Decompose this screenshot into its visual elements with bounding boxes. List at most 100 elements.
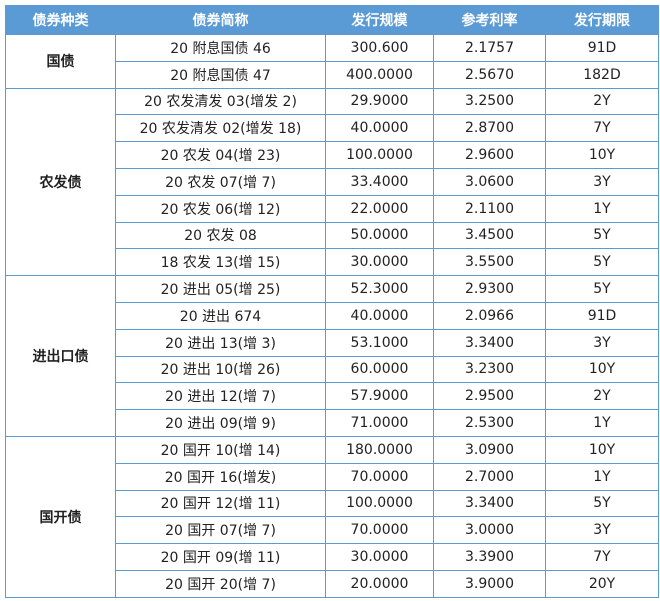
bond-name-cell: 20 农发 04(增 23) (115, 141, 326, 169)
bond-name-cell: 20 国开 07(增 7) (115, 516, 326, 545)
reference-rate-cell: 2.5300 (433, 409, 546, 437)
issue-size-cell: 70.0000 (325, 516, 434, 545)
term-cell: 2Y (545, 87, 659, 116)
reference-rate-cell: 2.0966 (433, 301, 546, 330)
issue-size-cell: 53.1000 (325, 328, 434, 357)
term-cell: 7Y (545, 114, 659, 143)
bond-name-cell: 20 国开 20(增 7) (115, 569, 326, 598)
reference-rate-cell: 3.4500 (433, 221, 546, 250)
term-cell: 10Y (545, 141, 659, 169)
issue-size-cell: 30.0000 (325, 248, 434, 277)
bond-name-cell: 20 农发 06(增 12) (115, 194, 326, 223)
header-bond-name: 债券简称 (115, 5, 326, 35)
issue-size-cell: 100.0000 (325, 141, 434, 169)
table-row: 国开债 20 国开 10(增 14) 180.0000 3.0900 10Y (5, 435, 659, 598)
table-row: 20 农发 08 50.0000 3.4500 5Y (6, 221, 659, 250)
issue-size-cell: 52.3000 (325, 275, 434, 303)
reference-rate-cell: 3.9000 (433, 569, 546, 598)
term-cell: 91D (545, 34, 659, 62)
reference-rate-cell: 3.2500 (433, 87, 546, 116)
issue-size-cell: 400.0000 (325, 60, 434, 89)
table-row: 20 进出 674 40.0000 2.0966 91D (6, 301, 659, 330)
bond-name-cell: 20 国开 16(增发) (115, 462, 326, 491)
bond-name-cell: 20 进出 05(增 25) (115, 275, 326, 303)
table-body: 国债 20 附息国债 46 300.600 2.1757 91D 20 附息国债 47 40… (5, 34, 659, 598)
bond-name-cell: 20 进出 10(增 26) (115, 355, 326, 384)
issue-size-cell: 57.9000 (325, 382, 434, 411)
term-cell: 7Y (545, 543, 659, 571)
table-row: 20 农发 07(增 7) 33.4000 3.0600 3Y (6, 167, 659, 196)
issue-size-cell: 71.0000 (325, 409, 434, 437)
term-cell: 1Y (545, 194, 659, 223)
issue-size-cell: 40.0000 (325, 301, 434, 330)
bond-name-cell: 20 进出 13(增 3) (115, 328, 326, 357)
bond-name-cell: 20 国开 12(增 11) (115, 489, 326, 518)
issue-size-cell: 300.600 (325, 34, 434, 62)
bond-name-cell: 20 进出 12(增 7) (115, 382, 326, 411)
reference-rate-cell: 3.5500 (433, 248, 546, 277)
term-cell: 1Y (545, 409, 659, 437)
reference-rate-cell: 3.0000 (433, 516, 546, 545)
table-row: 20 进出 09(增 9) 71.0000 2.5300 1Y (6, 409, 659, 437)
table-row: 20 农发 04(增 23) 100.0000 2.9600 10Y (6, 141, 659, 169)
term-cell: 2Y (545, 382, 659, 411)
term-cell: 5Y (545, 275, 659, 303)
header-reference-rate: 参考利率 (433, 5, 546, 35)
bond-name-cell: 20 进出 09(增 9) (115, 409, 326, 437)
reference-rate-cell: 3.3400 (433, 489, 546, 518)
issue-size-cell: 60.0000 (325, 355, 434, 384)
table-row: 国债 20 附息国债 46 300.600 2.1757 91D (5, 34, 659, 89)
term-cell: 3Y (545, 167, 659, 196)
reference-rate-cell: 2.1100 (433, 194, 546, 223)
bond-name-cell: 20 国开 09(增 11) (115, 543, 326, 571)
term-cell: 91D (545, 301, 659, 330)
table-row: 20 农发清发 02(增发 18) 40.0000 2.8700 7Y (6, 114, 659, 143)
issue-size-cell: 180.0000 (325, 435, 434, 464)
bond-name-cell: 20 附息国债 47 (115, 60, 326, 89)
issue-size-cell: 33.4000 (325, 167, 434, 196)
term-cell: 10Y (545, 435, 659, 464)
reference-rate-cell: 3.3400 (433, 328, 546, 357)
reference-rate-cell: 2.9300 (433, 275, 546, 303)
table-row: 20 国开 07(增 7) 70.0000 3.0000 3Y (6, 516, 659, 545)
issue-size-cell: 100.0000 (325, 489, 434, 518)
bond-name-cell: 20 农发清发 02(增发 18) (115, 114, 326, 143)
table-row: 20 国开 20(增 7) 20.0000 3.9000 20Y (6, 569, 659, 598)
table-row: 20 附息国债 47 400.0000 2.5670 182D (6, 60, 659, 89)
term-cell: 1Y (545, 462, 659, 491)
term-cell: 5Y (545, 221, 659, 250)
issue-size-cell: 50.0000 (325, 221, 434, 250)
bond-name-cell: 20 国开 10(增 14) (115, 435, 326, 464)
term-cell: 5Y (545, 248, 659, 277)
reference-rate-cell: 2.9500 (433, 382, 546, 411)
header-bond-type: 债券种类 (5, 5, 116, 35)
bond-category-cell: 农发债 (5, 87, 116, 277)
bond-name-cell: 20 附息国债 46 (115, 34, 326, 62)
term-cell: 10Y (545, 355, 659, 384)
table-row: 20 进出 12(增 7) 57.9000 2.9500 2Y (6, 382, 659, 411)
issue-size-cell: 40.0000 (325, 114, 434, 143)
reference-rate-cell: 2.5670 (433, 60, 546, 89)
term-cell: 3Y (545, 516, 659, 545)
table-row: 农发债 20 农发清发 03(增发 2) 29.9000 3.2500 2Y (5, 87, 659, 277)
issue-size-cell: 70.0000 (325, 462, 434, 491)
issue-size-cell: 22.0000 (325, 194, 434, 223)
bond-issuance-table: 债券种类 债券简称 发行规模 参考利率 发行期限 国债 20 附息国债 46 300… (5, 5, 659, 598)
reference-rate-cell: 2.1757 (433, 34, 546, 62)
reference-rate-cell: 2.9600 (433, 141, 546, 169)
reference-rate-cell: 2.7000 (433, 462, 546, 491)
table-row: 20 国开 09(增 11) 30.0000 3.3900 7Y (6, 543, 659, 571)
bond-category-cell: 国开债 (5, 435, 116, 598)
bond-name-cell: 20 农发 07(增 7) (115, 167, 326, 196)
bond-name-cell: 20 进出 674 (115, 301, 326, 330)
reference-rate-cell: 3.2300 (433, 355, 546, 384)
bond-category-cell: 进出口债 (5, 275, 116, 437)
reference-rate-cell: 3.3900 (433, 543, 546, 571)
table-row: 20 国开 12(增 11) 100.0000 3.3400 5Y (6, 489, 659, 518)
reference-rate-cell: 3.0900 (433, 435, 546, 464)
table-header: 债券种类 债券简称 发行规模 参考利率 发行期限 (5, 5, 659, 35)
reference-rate-cell: 2.8700 (433, 114, 546, 143)
bond-category-cell: 国债 (5, 34, 116, 89)
header-row: 债券种类 债券简称 发行规模 参考利率 发行期限 (5, 5, 659, 35)
header-term: 发行期限 (545, 5, 659, 35)
